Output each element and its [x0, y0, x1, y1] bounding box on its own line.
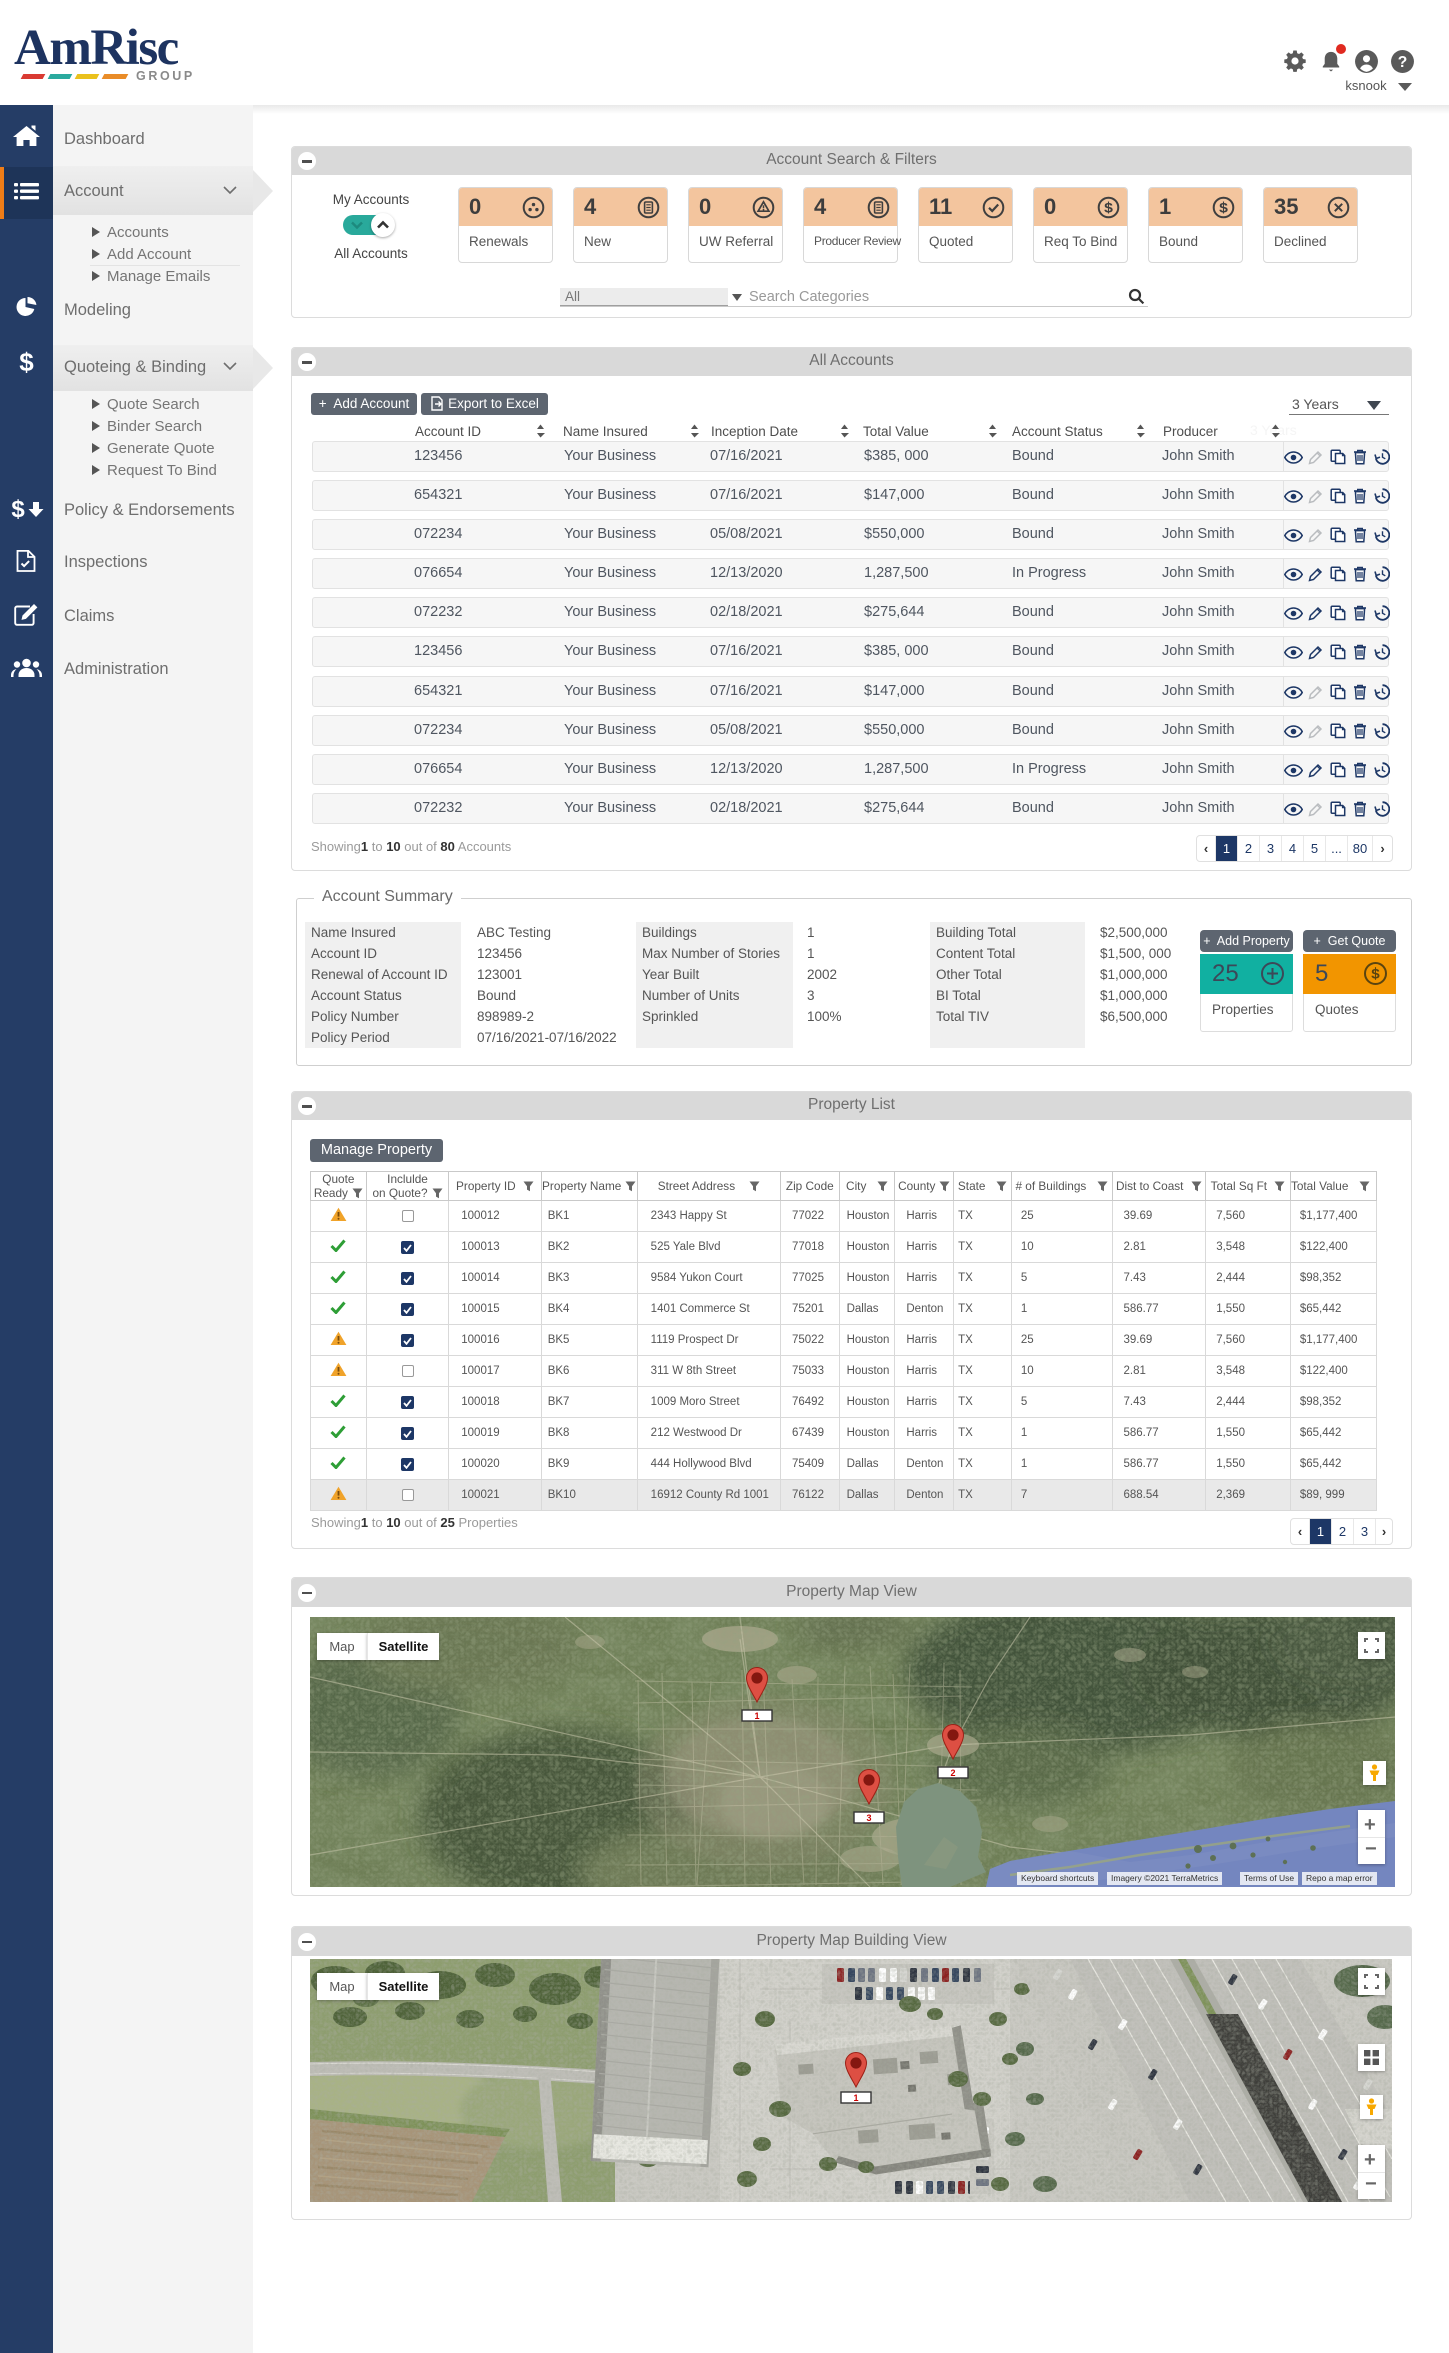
svg-text:?: ? [1398, 54, 1408, 71]
svg-text:1: 1 [754, 1711, 759, 1721]
svg-text:$: $ [11, 496, 25, 523]
svg-text:$: $ [19, 348, 34, 377]
svg-text:1: 1 [853, 2093, 858, 2103]
svg-text:3: 3 [866, 1813, 871, 1823]
svg-text:2: 2 [950, 1768, 955, 1778]
